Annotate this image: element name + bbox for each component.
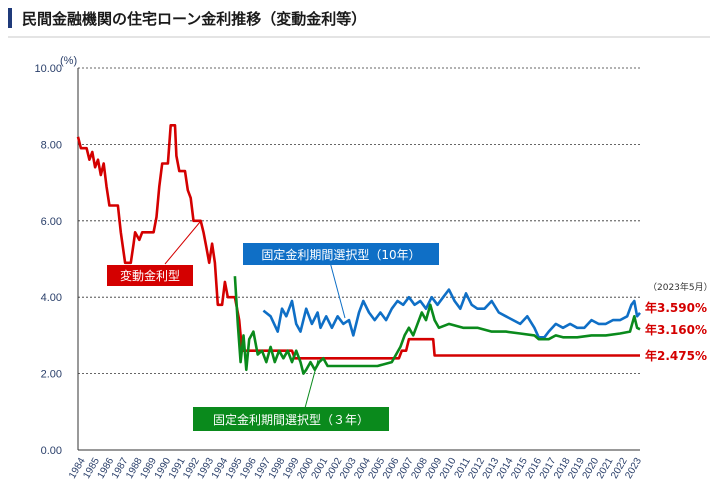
y-tick-label: 0.00 [41, 445, 62, 457]
fixed3-callout: 固定金利期間選択型（３年） [193, 407, 389, 431]
fixed10-label: 固定金利期間選択型（10年） [261, 247, 420, 262]
fixed10-end-value: 年3.590% [645, 300, 707, 315]
y-tick-label: 6.00 [41, 216, 62, 228]
series-lines [76, 124, 641, 375]
page-title: 民間金融機関の住宅ローン金利推移（変動金利等） [22, 10, 366, 28]
x-tick-labels: 1984198519861987198819891990199119921993… [67, 456, 644, 481]
fixed3-leader [304, 359, 319, 409]
fixed10-callout: 固定金利期間選択型（10年） [243, 243, 439, 265]
y-tick-labels: 0.00 2.00 4.00 6.00 8.00 10.00 [34, 63, 62, 457]
fixed3-label: 固定金利期間選択型（３年） [213, 412, 369, 427]
grid-lines [78, 67, 640, 375]
x-tick-label: 2023 [623, 456, 644, 481]
y-axis-unit: (%) [60, 55, 77, 67]
y-tick-label: 10.00 [34, 63, 62, 75]
floating-rate-callout: 変動金利型 [107, 265, 193, 286]
title-accent-bar [8, 8, 12, 28]
date-note: （2023年5月） [648, 281, 713, 293]
y-tick-label: 8.00 [41, 139, 62, 151]
y-tick-label: 4.00 [41, 292, 62, 304]
floating-rate-label: 変動金利型 [120, 268, 180, 283]
fixed3-end-value: 年3.160% [645, 322, 707, 337]
fixed3-line [233, 276, 641, 375]
fixed10-line [262, 288, 641, 339]
floating-rate-end-value: 年2.475% [645, 348, 707, 363]
floating-rate-leader [164, 221, 201, 265]
y-tick-label: 2.00 [41, 369, 62, 381]
fixed10-leader [329, 261, 346, 319]
